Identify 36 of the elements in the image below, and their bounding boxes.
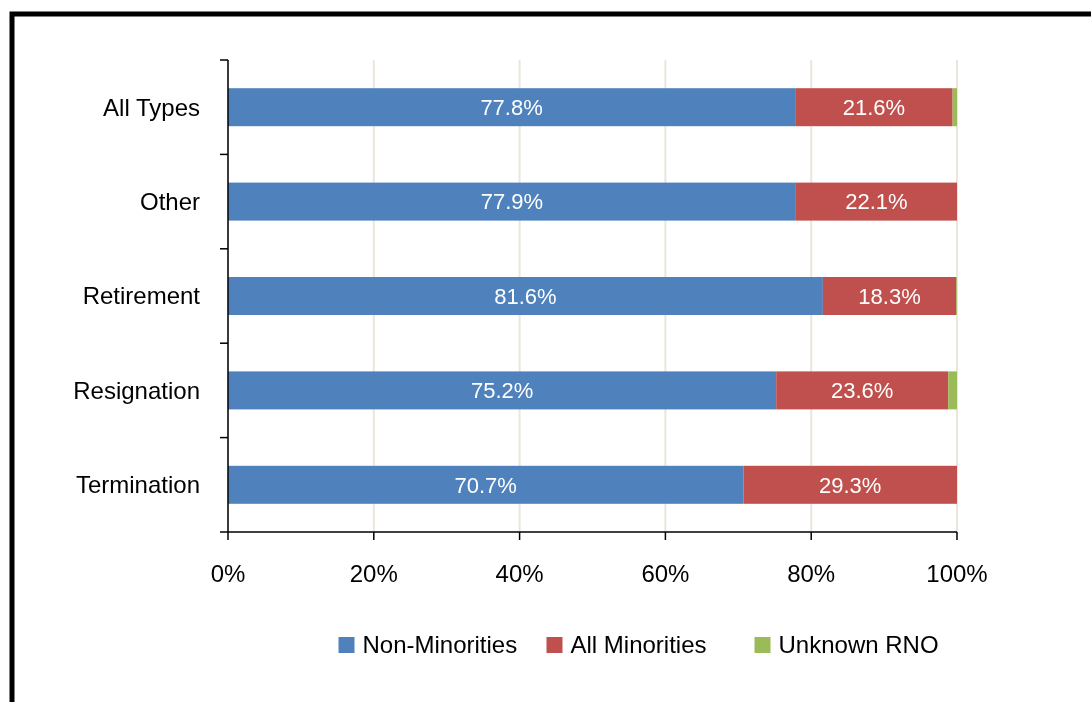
bar <box>822 277 957 315</box>
bar <box>776 371 949 410</box>
legend-label: Unknown RNO <box>778 631 939 659</box>
bar <box>228 371 777 410</box>
x-tick-label: 60% <box>641 560 690 588</box>
x-tick-label: 100% <box>926 560 988 588</box>
bar <box>795 88 953 127</box>
bar <box>795 182 957 221</box>
data-label: 29.3% <box>819 472 882 498</box>
x-tick-label: 0% <box>210 560 246 588</box>
x-tick-label: 40% <box>495 560 544 588</box>
y-tick-label: Termination <box>75 471 200 499</box>
y-tick-label: Retirement <box>82 282 201 310</box>
x-tick-label: 20% <box>349 560 398 588</box>
legend-label: All Minorities <box>570 631 707 659</box>
bar <box>228 465 744 504</box>
data-label: 70.7% <box>454 472 517 498</box>
bar <box>952 88 957 127</box>
bar <box>228 88 796 127</box>
data-label: 22.1% <box>845 189 908 215</box>
legend-label: Non-Minorities <box>362 631 518 659</box>
y-tick-label: Other <box>139 188 200 215</box>
data-label: 21.6% <box>842 94 906 120</box>
y-tick-label: All Types <box>103 93 200 121</box>
bar <box>228 182 796 221</box>
bar <box>948 371 957 410</box>
x-tick-label: 80% <box>787 560 836 588</box>
data-label: 77.9% <box>480 189 544 215</box>
data-label: 18.3% <box>858 283 921 309</box>
data-label: 75.2% <box>470 378 534 404</box>
data-label: 23.6% <box>831 378 894 404</box>
bar <box>743 465 957 504</box>
data-label: 77.8% <box>480 94 543 120</box>
bar <box>228 277 823 315</box>
data-label: 81.6% <box>494 283 557 309</box>
y-tick-label: Resignation <box>73 376 200 404</box>
